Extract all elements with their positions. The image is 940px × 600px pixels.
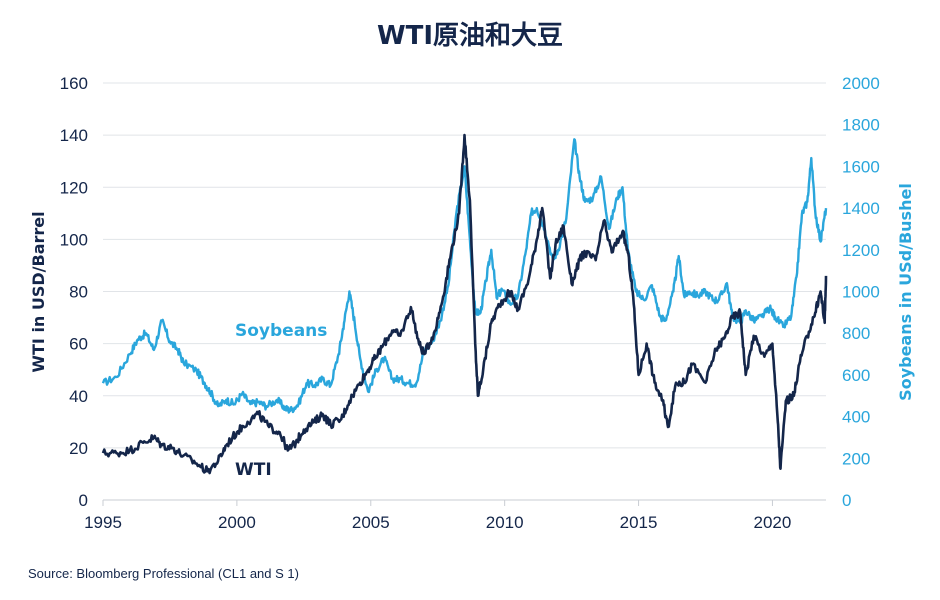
- right-y-axis: 0 200 400 600 800 1000 1200 1400 1600 1800 2000: [842, 74, 880, 510]
- series-lines: [101, 133, 828, 475]
- right-tick-label: 1800: [842, 116, 880, 135]
- right-tick-label: 1600: [842, 157, 880, 176]
- right-tick-label: 400: [842, 408, 870, 427]
- left-tick-label: 0: [79, 491, 88, 510]
- source-note: Source: Bloomberg Professional (CL1 and …: [28, 566, 299, 581]
- x-tick-label: 2015: [620, 513, 658, 532]
- x-axis: 1995 2000 2005 2010 2015 2020: [84, 500, 791, 532]
- left-tick-label: 60: [69, 335, 88, 354]
- left-tick-label: 40: [69, 387, 88, 406]
- right-tick-label: 2000: [842, 74, 880, 93]
- left-axis-title: WTI in USD/Barrel: [29, 211, 48, 372]
- left-tick-label: 20: [69, 439, 88, 458]
- left-y-axis: 0 20 40 60 80 100 120 140 160: [60, 74, 88, 510]
- right-tick-label: 1200: [842, 241, 880, 260]
- soybeans-line: [101, 138, 828, 414]
- left-tick-label: 100: [60, 230, 88, 249]
- right-tick-label: 1400: [842, 199, 880, 218]
- right-tick-label: 1000: [842, 283, 880, 302]
- right-tick-label: 600: [842, 366, 870, 385]
- left-tick-label: 160: [60, 74, 88, 93]
- x-tick-label: 2005: [352, 513, 390, 532]
- x-tick-label: 2020: [754, 513, 792, 532]
- x-tick-label: 2010: [486, 513, 524, 532]
- wti-series-label: WTI: [235, 460, 272, 480]
- soybeans-series-label: Soybeans: [235, 321, 327, 341]
- right-axis-title: Soybeans in USd/Bushel: [896, 183, 915, 401]
- right-tick-label: 200: [842, 449, 870, 468]
- x-tick-label: 1995: [84, 513, 122, 532]
- left-tick-label: 140: [60, 126, 88, 145]
- left-tick-label: 120: [60, 178, 88, 197]
- chart-title: WTI原油和大豆: [377, 21, 563, 51]
- x-tick-label: 2000: [218, 513, 256, 532]
- left-tick-label: 80: [69, 283, 88, 302]
- right-tick-label: 800: [842, 324, 870, 343]
- right-tick-label: 0: [842, 491, 851, 510]
- wti-line: [101, 133, 828, 475]
